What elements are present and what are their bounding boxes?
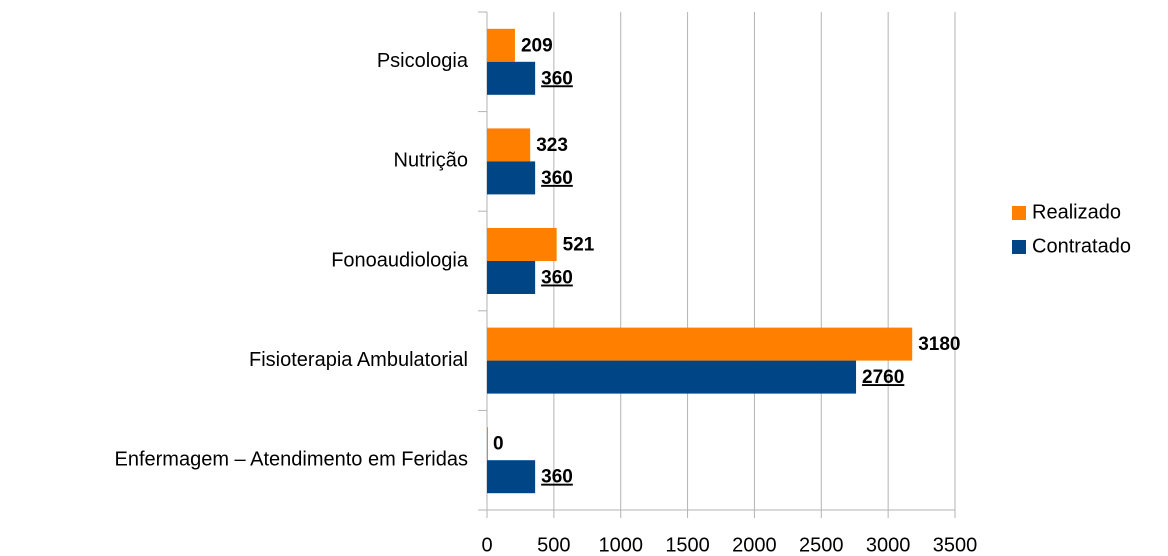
x-tick-label: 0 [481, 534, 492, 556]
bar [487, 327, 913, 361]
x-tick-label: 1500 [665, 534, 710, 556]
bar [487, 228, 557, 261]
bar [487, 28, 515, 62]
value-label: 323 [536, 135, 568, 156]
x-tick-label: 2500 [799, 534, 844, 556]
x-tick-label: 2000 [732, 534, 777, 556]
x-tick-label: 3500 [933, 534, 978, 556]
bar [487, 427, 488, 461]
value-label: 360 [541, 168, 573, 189]
y-tick-label: Nutrição [394, 150, 468, 172]
value-label: 360 [541, 467, 573, 488]
bar [487, 161, 536, 195]
x-tick-label: 3000 [866, 534, 911, 556]
legend-label: Realizado [1032, 201, 1121, 223]
value-label: 3180 [918, 334, 960, 355]
value-label: 2760 [862, 367, 904, 388]
legend-swatch [1012, 206, 1026, 220]
y-tick-label: Psicologia [377, 50, 469, 72]
bar [487, 360, 857, 394]
bar [487, 61, 536, 95]
value-label: 521 [563, 235, 595, 256]
bar [487, 261, 536, 294]
legend-swatch [1012, 240, 1026, 254]
value-label: 360 [541, 268, 573, 289]
y-tick-label: Enfermagem – Atendimento em Feridas [114, 448, 468, 470]
value-label: 360 [541, 68, 573, 89]
x-tick-label: 500 [537, 534, 570, 556]
y-tick-label: Fonoaudiologia [331, 249, 469, 271]
bar [487, 128, 531, 162]
x-tick-label: 1000 [598, 534, 643, 556]
value-label: 0 [493, 434, 504, 455]
bar [487, 460, 536, 494]
value-label: 209 [521, 35, 553, 56]
y-tick-label: Fisioterapia Ambulatorial [249, 349, 468, 371]
legend-label: Contratado [1032, 235, 1131, 257]
